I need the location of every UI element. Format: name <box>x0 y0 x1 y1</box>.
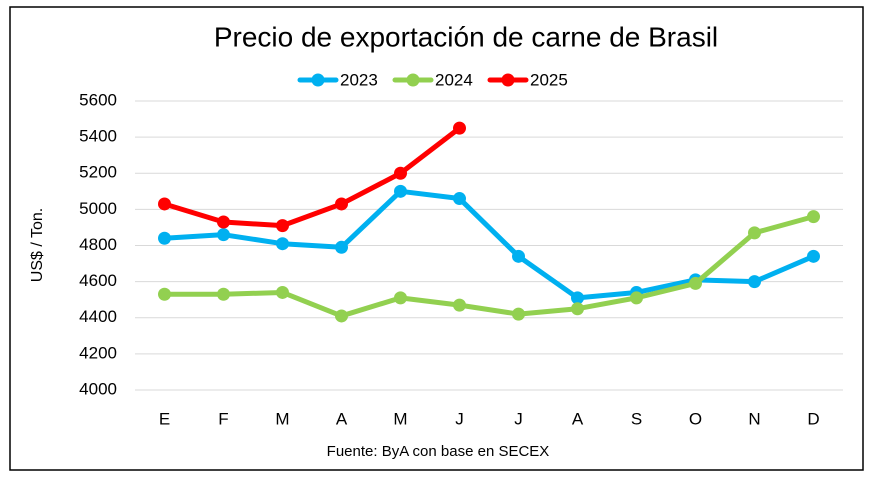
point <box>276 219 289 233</box>
point <box>217 228 230 242</box>
y-tick-label: 4400 <box>79 307 117 326</box>
point <box>807 210 820 224</box>
y-tick-label: 4600 <box>79 271 117 290</box>
x-tick-label: A <box>572 409 584 428</box>
point <box>276 237 289 251</box>
point <box>453 298 466 312</box>
chart-title: Precio de exportación de carne de Brasil <box>214 21 718 52</box>
point <box>335 240 348 254</box>
legend-marker <box>311 73 325 87</box>
x-tick-label: S <box>631 409 642 428</box>
point <box>158 287 171 301</box>
y-axis-label: US$ / Ton. <box>29 208 46 282</box>
point <box>276 285 289 299</box>
x-tick-label: N <box>748 409 760 428</box>
x-tick-label: O <box>689 409 702 428</box>
y-tick-label: 4000 <box>79 379 117 398</box>
x-tick-label: A <box>336 409 348 428</box>
y-tick-label: 5200 <box>79 163 117 182</box>
y-tick-label: 4800 <box>79 235 117 254</box>
point <box>571 291 584 305</box>
x-tick-label: E <box>159 409 170 428</box>
point <box>394 291 407 305</box>
series-line <box>163 126 462 229</box>
point <box>807 249 820 263</box>
x-tick-label: F <box>218 409 228 428</box>
x-tick-label: M <box>393 409 407 428</box>
y-tick-label: 5400 <box>79 127 117 146</box>
point <box>748 275 761 289</box>
point <box>394 184 407 198</box>
point <box>335 309 348 323</box>
legend-label: 2023 <box>340 70 378 89</box>
point <box>748 226 761 240</box>
x-tick-label: D <box>807 409 819 428</box>
x-tick-label: J <box>514 409 523 428</box>
source: Fuente: ByA con base en SECEX <box>327 443 550 460</box>
point <box>394 166 407 180</box>
point <box>630 291 643 305</box>
point <box>158 197 171 211</box>
point <box>512 249 525 263</box>
series-line <box>164 214 815 319</box>
x-tick-label: M <box>275 409 289 428</box>
series-line <box>164 188 815 301</box>
point <box>453 192 466 206</box>
point <box>453 121 466 135</box>
point <box>335 197 348 211</box>
point <box>571 302 584 316</box>
point <box>158 231 171 245</box>
legend-marker <box>406 73 420 87</box>
legend-label: 2024 <box>435 70 473 89</box>
legend-marker <box>501 73 515 87</box>
point <box>512 307 525 321</box>
point <box>217 287 230 301</box>
point <box>689 276 702 290</box>
point <box>217 215 230 229</box>
frame <box>9 6 864 471</box>
y-tick-label: 5000 <box>79 199 117 218</box>
legend-label: 2025 <box>530 70 568 89</box>
x-tick-label: J <box>455 409 464 428</box>
y-tick-label: 4200 <box>79 343 117 362</box>
y-tick-label: 5600 <box>79 90 117 109</box>
